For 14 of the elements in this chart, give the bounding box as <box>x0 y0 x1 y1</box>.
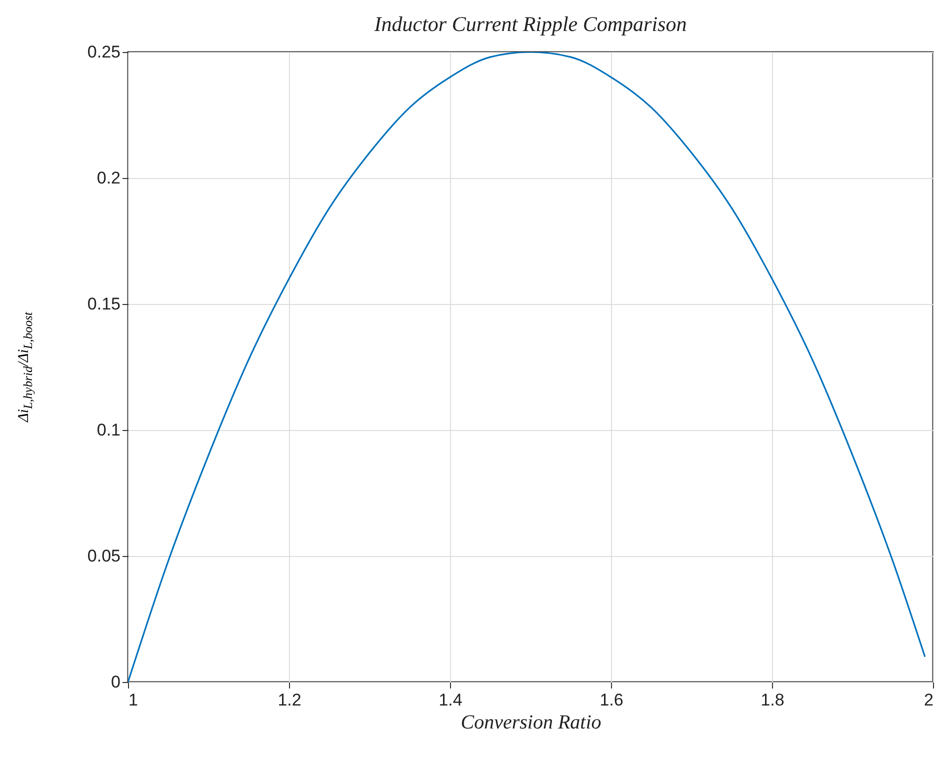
chart-title: Inductor Current Ripple Comparison <box>373 12 687 36</box>
x-tick-label: 1.4 <box>438 690 462 710</box>
y-tick-label: 0.1 <box>96 420 120 440</box>
x-tick-label: 1 <box>128 690 138 710</box>
x-axis-title: Conversion Ratio <box>460 712 602 734</box>
x-tick-label: 1.6 <box>600 690 624 710</box>
x-tick-label: 1.8 <box>760 690 784 710</box>
y-tick-label: 0.05 <box>87 546 120 566</box>
y-tick-label: 0.25 <box>87 42 120 62</box>
y-tick-label: 0.2 <box>96 168 120 188</box>
y-tick-label: 0.15 <box>87 294 120 314</box>
y-tick-label: 0 <box>111 672 120 692</box>
x-tick-label: 1.2 <box>278 690 302 710</box>
x-tick-label: 2 <box>924 690 934 710</box>
